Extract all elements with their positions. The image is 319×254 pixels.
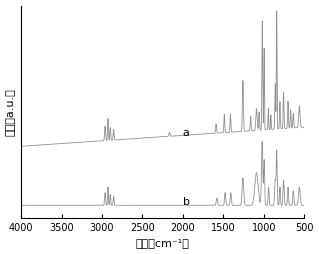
Text: b: b xyxy=(183,197,190,207)
Y-axis label: 强度（a.u.）: 强度（a.u.） xyxy=(5,88,16,136)
X-axis label: 波数（cm⁻¹）: 波数（cm⁻¹） xyxy=(136,239,189,248)
Text: a: a xyxy=(183,128,190,138)
